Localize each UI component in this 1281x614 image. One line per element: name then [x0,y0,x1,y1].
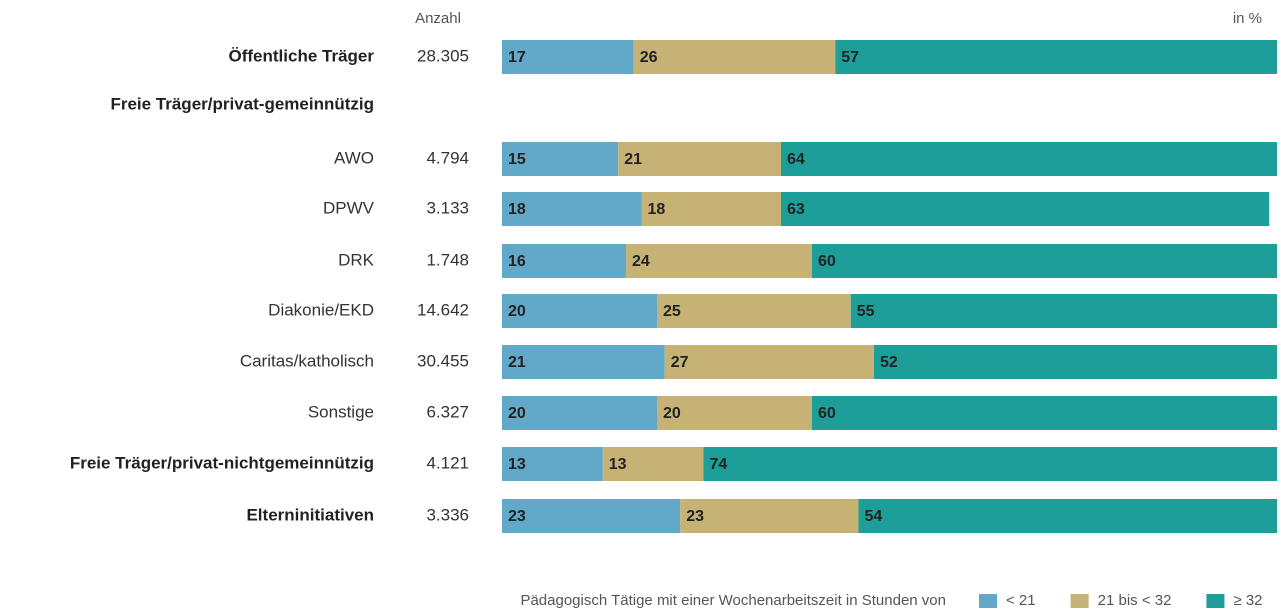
segment-label: 21 [624,151,642,168]
bar-segment [502,499,681,533]
segment-label: 20 [508,405,526,422]
count-label: 6.327 [426,402,469,421]
segment-label: 23 [508,508,526,525]
bar-segment [502,142,619,176]
segment-label: 17 [508,49,526,66]
segment-label: 74 [710,456,728,473]
count-header: Anzahl [415,10,461,27]
category-label: Caritas/katholisch [240,351,374,370]
category-label: Sonstige [308,402,374,421]
bar-segment [502,345,665,379]
segment-label: 20 [663,405,681,422]
bar-segment [703,447,1277,481]
bar-segment [626,244,812,278]
category-label: Freie Träger/privat-nichtgemeinnützig [70,453,374,472]
segment-label: 13 [609,456,627,473]
segment-label: 63 [787,201,805,218]
segment-label: 18 [508,201,526,218]
segment-label: 52 [880,354,898,371]
category-label: Freie Träger/privat-gemeinnützig [110,94,374,113]
bar-segment [781,192,1270,226]
bar-segment [502,294,657,328]
legend-swatch [979,594,997,608]
category-label: Diakonie/EKD [268,300,374,319]
category-label: DPWV [323,198,375,217]
bar-segment [781,142,1277,176]
count-label: 1.748 [426,250,469,269]
legend-title: Pädagogisch Tätige mit einer Wochenarbei… [520,592,946,609]
bar-segment [657,396,812,430]
legend-label: < 21 [1006,592,1036,609]
bar-segment [602,447,704,481]
segment-label: 60 [818,253,836,270]
segment-label: 27 [671,354,689,371]
legend-swatch [1070,594,1089,608]
legend-swatch [1206,594,1225,608]
bar-segment [835,40,1277,74]
bar-segment [502,244,626,278]
count-label: 4.121 [426,453,469,472]
segment-label: 21 [508,354,526,371]
count-label: 14.642 [417,300,469,319]
segment-label: 25 [663,303,681,320]
segment-label: 60 [818,405,836,422]
count-label: 3.133 [426,198,469,217]
bar-segment [502,396,657,430]
segment-label: 55 [857,303,875,320]
bar-segment [850,294,1277,328]
bar-segment [633,40,836,74]
bar-segment [680,499,859,533]
segment-label: 18 [648,201,666,218]
category-label: Elterninitiativen [246,505,374,524]
legend-label: ≥ 32 [1233,592,1262,609]
count-label: 3.336 [426,505,469,524]
bar-segment [502,40,634,74]
bar-segment [858,499,1277,533]
segment-label: 16 [508,253,526,270]
segment-label: 24 [632,253,650,270]
legend-label: 21 bis < 32 [1098,592,1172,609]
count-label: 28.305 [417,46,469,65]
category-label: AWO [334,148,374,167]
category-label: Öffentliche Träger [229,46,375,65]
segment-label: 54 [865,508,883,525]
bar-segment [641,192,781,226]
count-label: 4.794 [426,148,469,167]
bar-segment [657,294,851,328]
segment-label: 20 [508,303,526,320]
segment-label: 26 [640,49,658,66]
segment-label: 13 [508,456,526,473]
bar-segment [618,142,781,176]
bar-segment [664,345,874,379]
segment-label: 64 [787,151,805,168]
segment-label: 15 [508,151,526,168]
bar-segment [812,244,1277,278]
category-label: DRK [338,250,375,269]
count-label: 30.455 [417,351,469,370]
bar-segment [812,396,1277,430]
unit-label: in % [1233,10,1262,27]
bar-segment [874,345,1277,379]
bar-segment [502,447,603,481]
segment-label: 23 [686,508,704,525]
segment-label: 57 [841,49,859,66]
bar-segment [502,192,642,226]
